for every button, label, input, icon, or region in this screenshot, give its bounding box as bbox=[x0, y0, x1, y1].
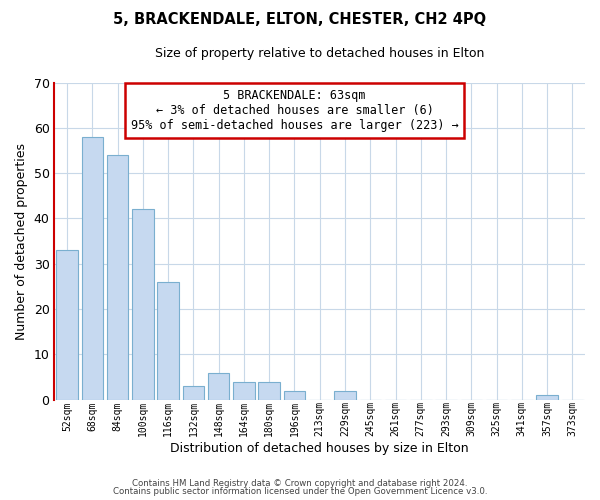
Bar bbox=[132, 210, 154, 400]
Bar bbox=[56, 250, 78, 400]
Bar bbox=[284, 390, 305, 400]
Bar bbox=[208, 372, 229, 400]
Bar bbox=[182, 386, 204, 400]
Title: Size of property relative to detached houses in Elton: Size of property relative to detached ho… bbox=[155, 48, 484, 60]
Text: 5, BRACKENDALE, ELTON, CHESTER, CH2 4PQ: 5, BRACKENDALE, ELTON, CHESTER, CH2 4PQ bbox=[113, 12, 487, 28]
Y-axis label: Number of detached properties: Number of detached properties bbox=[15, 142, 28, 340]
Text: Contains HM Land Registry data © Crown copyright and database right 2024.: Contains HM Land Registry data © Crown c… bbox=[132, 478, 468, 488]
Bar bbox=[157, 282, 179, 400]
Bar bbox=[334, 390, 356, 400]
Bar bbox=[107, 155, 128, 400]
X-axis label: Distribution of detached houses by size in Elton: Distribution of detached houses by size … bbox=[170, 442, 469, 455]
Bar bbox=[82, 137, 103, 400]
Text: 5 BRACKENDALE: 63sqm
← 3% of detached houses are smaller (6)
95% of semi-detache: 5 BRACKENDALE: 63sqm ← 3% of detached ho… bbox=[131, 90, 458, 132]
Bar bbox=[233, 382, 254, 400]
Bar bbox=[536, 396, 558, 400]
Text: Contains public sector information licensed under the Open Government Licence v3: Contains public sector information licen… bbox=[113, 487, 487, 496]
Bar bbox=[259, 382, 280, 400]
